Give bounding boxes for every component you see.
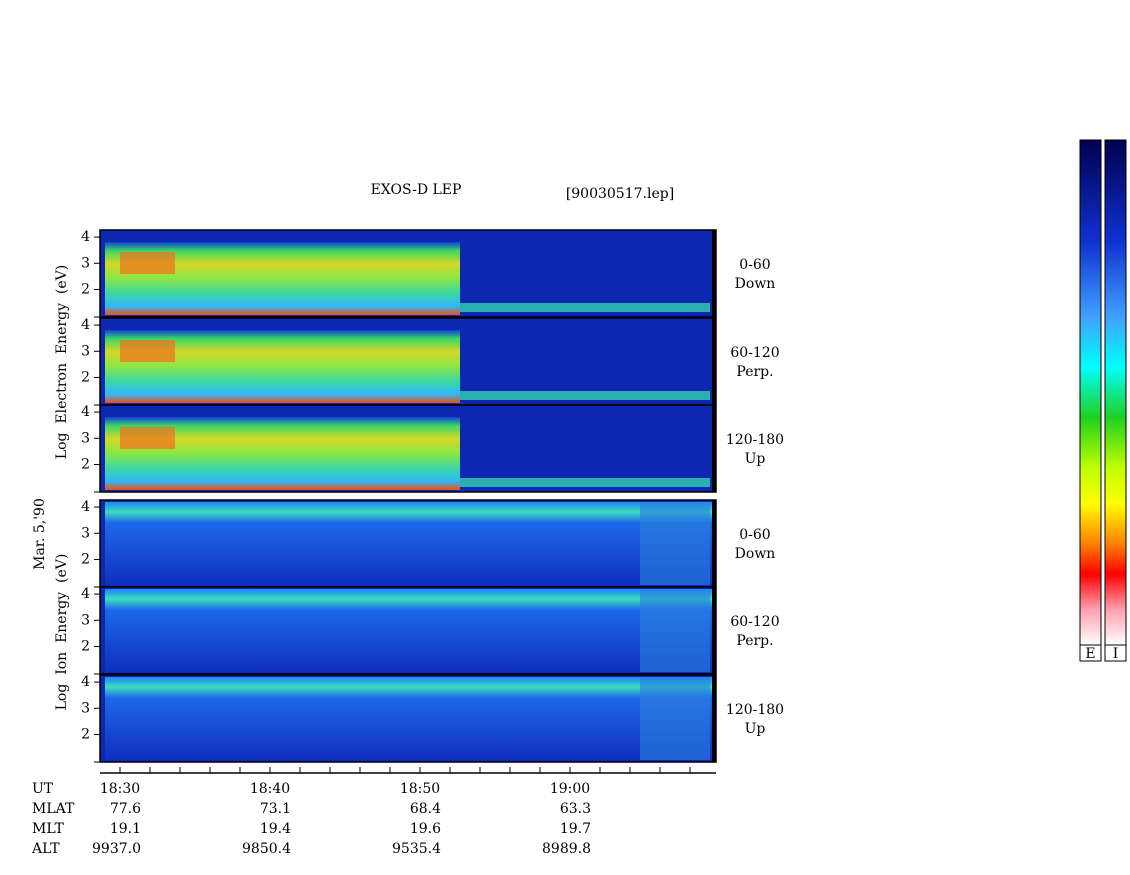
y-tick-label: 3: [81, 525, 90, 541]
orbit-value: 68.4: [410, 801, 441, 817]
row-label: MLAT: [32, 801, 75, 817]
orbit-value: 63.3: [560, 801, 591, 817]
date: Mar. 5,'90: [32, 498, 48, 570]
file-name: [90030517.lep]: [566, 186, 674, 202]
orbit-value: 77.6: [110, 801, 141, 817]
colorbar-label-box: [1104, 644, 1127, 662]
y-tick-label: 3: [81, 612, 90, 628]
direction: Perp.: [736, 633, 773, 649]
y-tick-label: 4: [81, 586, 90, 602]
direction: Up: [745, 451, 766, 467]
y-tick-label: 2: [81, 551, 90, 567]
colorbar: [1079, 139, 1102, 646]
time-tick-label: 18:40: [250, 781, 290, 797]
direction: Perp.: [736, 364, 773, 380]
time-tick-label: 18:50: [400, 781, 440, 797]
axis-label: Log Ion Energy (eV): [54, 554, 70, 711]
orbit-value: 19.4: [260, 821, 291, 837]
direction: Down: [735, 276, 776, 292]
panel-edge: [712, 500, 716, 587]
y-tick-label: 4: [81, 404, 90, 420]
orbit-value: 73.1: [260, 801, 291, 817]
orbit-value: 9850.4: [242, 841, 291, 857]
spectrogram-band: [105, 589, 713, 672]
colorbar-label: I: [1113, 646, 1119, 662]
row-label: ALT: [31, 841, 60, 857]
panel-edge: [712, 230, 716, 317]
pitch-angle: 60-120: [730, 345, 779, 361]
pitch-angle: 120-180: [726, 432, 784, 448]
spectrogram-band: [105, 677, 713, 760]
time-tick-label: 18:30: [100, 781, 140, 797]
spectrogram-band: [120, 252, 175, 274]
y-tick-label: 3: [81, 430, 90, 446]
orbit-value: 9937.0: [92, 841, 141, 857]
spectrogram-band: [460, 478, 710, 487]
pitch-angle: 0-60: [739, 527, 770, 543]
y-tick-label: 4: [81, 317, 90, 333]
pitch-angle: 120-180: [726, 702, 784, 718]
y-tick-label: 2: [81, 726, 90, 742]
time-tick-label: 19:00: [550, 781, 590, 797]
direction: Down: [735, 546, 776, 562]
spectrogram-edge: [640, 677, 710, 760]
spectrogram-band: [105, 502, 713, 585]
row-label: MLT: [32, 821, 64, 837]
spectrogram-band: [460, 303, 710, 312]
axis-label: Log Electron Energy (eV): [54, 265, 70, 459]
spectrogram-edge: [640, 589, 710, 672]
spectrogram-band: [120, 340, 175, 362]
title: EXOS-D LEP: [371, 182, 462, 198]
panel-edge: [712, 587, 716, 674]
pitch-angle: 0-60: [739, 257, 770, 273]
colorbar-label-box: [1079, 644, 1102, 662]
y-tick-label: 4: [81, 229, 90, 245]
panel-edge: [712, 318, 716, 405]
spectrogram-edge: [640, 502, 710, 585]
y-tick-label: 3: [81, 255, 90, 271]
orbit-value: 8989.8: [542, 841, 591, 857]
orbit-value: 19.7: [560, 821, 591, 837]
y-tick-label: 3: [81, 343, 90, 359]
y-tick-label: 4: [81, 674, 90, 690]
y-tick-label: 2: [81, 369, 90, 385]
panel-edge: [712, 405, 716, 492]
direction: Up: [745, 721, 766, 737]
spectrogram-band: [120, 427, 175, 449]
pitch-angle: 60-120: [730, 614, 779, 630]
colorbar: [1104, 139, 1127, 646]
orbit-value: 9535.4: [392, 841, 441, 857]
panel-edge: [712, 675, 716, 762]
spectrogram-band: [460, 391, 710, 400]
orbit-value: 19.6: [410, 821, 441, 837]
y-tick-label: 2: [81, 456, 90, 472]
colorbar-label: E: [1085, 646, 1095, 662]
y-tick-label: 2: [81, 638, 90, 654]
y-tick-label: 4: [81, 499, 90, 515]
orbit-value: 19.1: [110, 821, 141, 837]
y-tick-label: 2: [81, 281, 90, 297]
row-label: UT: [32, 781, 54, 797]
y-tick-label: 3: [81, 700, 90, 716]
